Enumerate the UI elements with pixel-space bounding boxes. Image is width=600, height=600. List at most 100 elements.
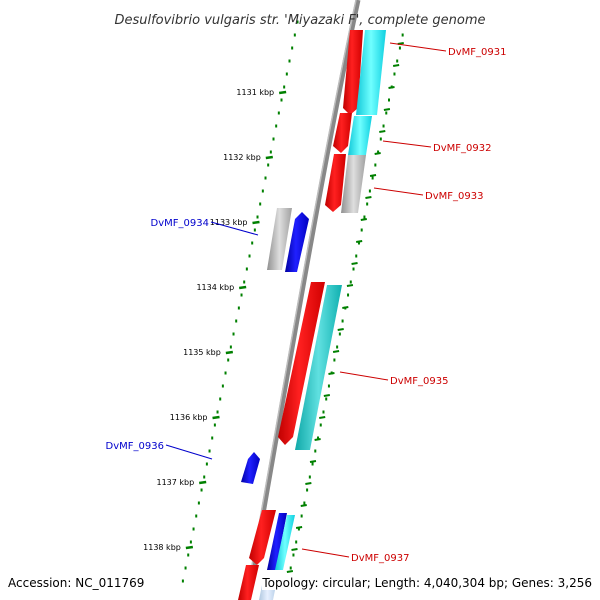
inner-ring-dot bbox=[283, 85, 286, 89]
inner-ring-dot bbox=[243, 280, 246, 284]
inner-ring-dot bbox=[224, 371, 227, 375]
outer-ring-tick bbox=[342, 306, 349, 309]
inner-ring-dot bbox=[184, 566, 187, 570]
inner-ring-dot bbox=[195, 514, 198, 518]
reverse-track-block bbox=[267, 513, 287, 570]
inner-ring-dot bbox=[197, 501, 200, 505]
inner-ring-dot bbox=[251, 241, 254, 245]
outer-ring-tick bbox=[323, 394, 331, 397]
kbp-tick-label: 1136 kbp bbox=[170, 413, 208, 422]
outer-ring-tick bbox=[332, 350, 340, 353]
outer-ring-dot bbox=[352, 267, 355, 271]
outer-ring-tick bbox=[314, 438, 321, 441]
dotted-ring-layer bbox=[181, 20, 404, 583]
gene-arrow-dvmf-0933 bbox=[325, 154, 346, 212]
outer-ring-dot bbox=[355, 254, 358, 258]
gene-label: DvMF_0932 bbox=[433, 143, 491, 154]
outer-ring-tick bbox=[346, 284, 354, 287]
inner-ring-dot bbox=[277, 111, 280, 115]
cyan-track-block bbox=[348, 116, 372, 155]
inner-ring-dot bbox=[189, 540, 192, 544]
gene-arrow-dvmf-0934 bbox=[285, 212, 309, 272]
gene-leader-line bbox=[339, 371, 389, 381]
outer-ring-dot bbox=[300, 514, 303, 518]
outer-ring-dot bbox=[303, 501, 306, 505]
inner-ring-dot bbox=[259, 202, 262, 206]
inner-ring-dot bbox=[237, 306, 240, 310]
outer-ring-dot bbox=[360, 228, 363, 232]
outer-ring-dot bbox=[314, 449, 317, 453]
inner-ring-dot bbox=[296, 20, 299, 24]
hypothetical-track-block bbox=[341, 155, 366, 213]
outer-ring-tick bbox=[328, 372, 335, 375]
backbone-highlight bbox=[245, 0, 357, 600]
gene-arrow-dvmf-0935 bbox=[278, 282, 325, 445]
outer-ring-tick bbox=[291, 548, 298, 551]
outer-ring-tick bbox=[360, 218, 367, 221]
outer-ring-dot bbox=[398, 46, 401, 50]
inner-ring-dot bbox=[253, 228, 256, 232]
kbp-tick bbox=[199, 480, 207, 485]
gene-leader-line bbox=[301, 548, 350, 558]
outer-ring-dot bbox=[308, 475, 311, 479]
outer-ring-dot bbox=[371, 176, 374, 180]
inner-ring-dot bbox=[272, 137, 275, 141]
inner-ring-dot bbox=[213, 423, 216, 427]
outer-ring-dot bbox=[306, 488, 309, 492]
kbp-tick bbox=[252, 220, 260, 225]
outer-ring-dot bbox=[388, 98, 390, 102]
inner-ring-dot bbox=[208, 449, 211, 453]
accession-text: Accession: NC_011769 bbox=[8, 576, 145, 590]
inner-ring-dot bbox=[187, 553, 190, 557]
kbp-tick bbox=[238, 285, 247, 290]
gene-arrow-dvmf-0932 bbox=[333, 113, 352, 153]
kbp-tick-label: 1137 kbp bbox=[156, 478, 194, 487]
outer-ring-tick bbox=[356, 240, 363, 243]
kbp-tick-label: 1133 kbp bbox=[210, 218, 248, 227]
kbp-tick-label: 1135 kbp bbox=[183, 348, 221, 357]
outer-ring-tick bbox=[305, 482, 312, 485]
inner-ring-dot bbox=[235, 319, 238, 323]
outer-ring-dot bbox=[336, 345, 339, 349]
outer-ring-dot bbox=[333, 358, 336, 362]
kbp-tick bbox=[212, 415, 220, 420]
outer-ring-dot bbox=[311, 462, 314, 466]
outer-ring-dot bbox=[322, 410, 325, 414]
kbp-tick-label: 1134 kbp bbox=[196, 283, 234, 292]
outer-ring-tick bbox=[388, 86, 395, 89]
outer-ring-dot bbox=[327, 384, 330, 388]
outer-ring-dot bbox=[382, 124, 385, 128]
outer-ring-dot bbox=[396, 59, 399, 63]
inner-ring-dot bbox=[256, 215, 259, 219]
gene-label: DvMF_0933 bbox=[425, 191, 483, 202]
outer-ring-dot bbox=[377, 150, 380, 154]
inner-ring-dot bbox=[261, 189, 264, 193]
kbp-tick-label: 1138 kbp bbox=[143, 543, 181, 552]
inner-ring-dot bbox=[267, 163, 270, 167]
outer-ring-dot bbox=[385, 111, 388, 115]
gene-arrow-dvmf-0937 bbox=[249, 510, 276, 565]
inner-ring-dot bbox=[275, 124, 278, 128]
inner-ring-dot bbox=[205, 462, 208, 466]
outer-ring-tick bbox=[337, 328, 344, 331]
outer-ring-dot bbox=[338, 332, 341, 336]
gene-leader-line bbox=[373, 187, 424, 196]
outer-ring-tick bbox=[319, 416, 326, 419]
map-title: Desulfovibrio vulgaris str. 'Miyazaki F'… bbox=[114, 13, 485, 28]
gene-arrow-partial bbox=[238, 565, 259, 600]
gene-label: DvMF_0936 bbox=[106, 441, 164, 452]
outer-ring-dot bbox=[347, 293, 350, 297]
outer-ring-tick bbox=[309, 460, 317, 463]
kbp-tick bbox=[265, 155, 273, 160]
gene-label: DvMF_0935 bbox=[390, 376, 448, 387]
outer-ring-tick bbox=[379, 130, 386, 133]
outer-ring-tick bbox=[295, 526, 303, 529]
inner-ring-dot bbox=[181, 579, 184, 583]
outer-ring-dot bbox=[289, 566, 292, 570]
inner-ring-dot bbox=[293, 33, 296, 37]
cyan-track-block bbox=[275, 515, 295, 570]
outer-ring-dot bbox=[349, 280, 352, 284]
outer-ring-tick bbox=[374, 152, 381, 155]
inner-ring-dot bbox=[288, 59, 291, 63]
